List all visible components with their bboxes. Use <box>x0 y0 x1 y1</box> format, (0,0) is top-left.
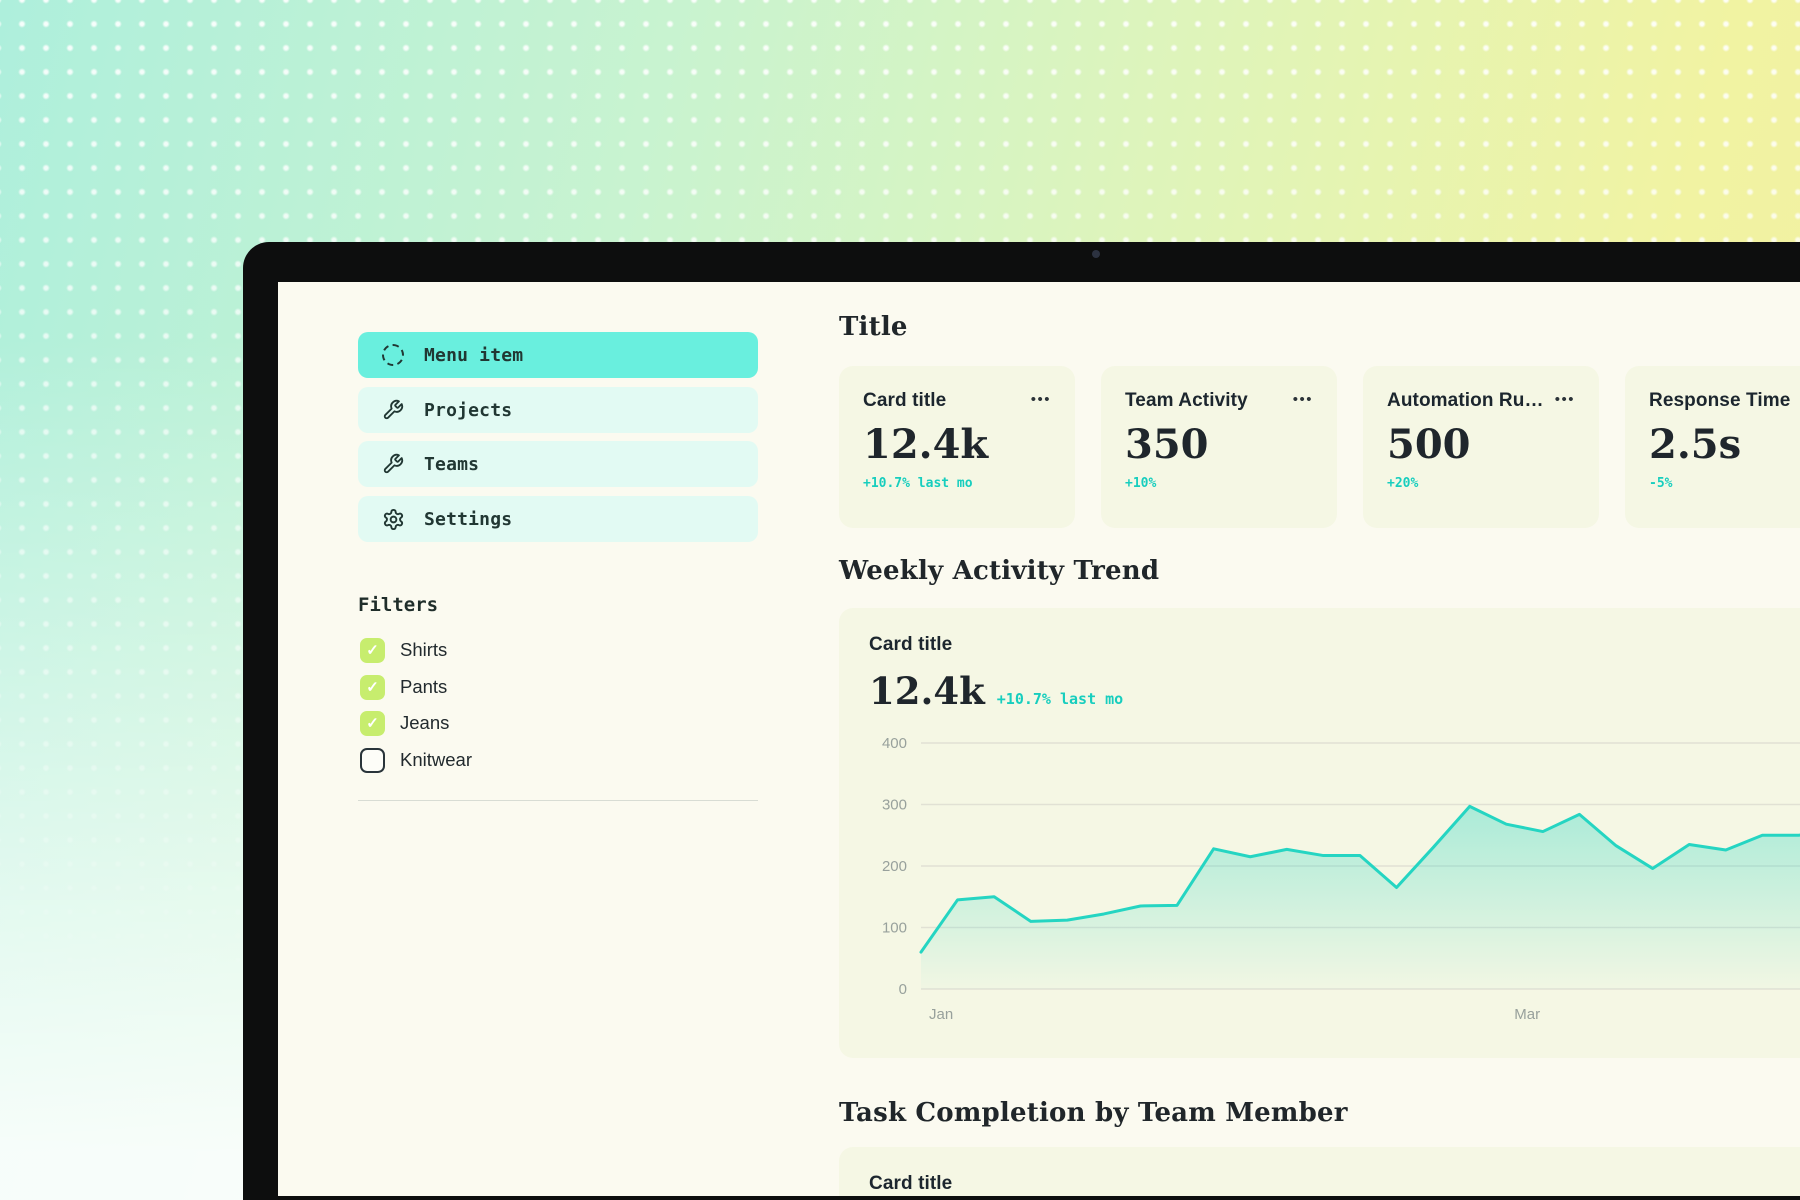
svg-text:Jan: Jan <box>929 1006 953 1023</box>
dashed-circle-icon <box>380 342 406 368</box>
filter-checkbox-jeans[interactable]: ✓ Jeans <box>360 710 449 736</box>
filter-checkbox-shirts[interactable]: ✓ Shirts <box>360 637 447 663</box>
stat-card-title: Automation Ru… <box>1387 390 1544 411</box>
monitor-frame: Menu item Projects Teams Settings <box>243 242 1800 1200</box>
stat-card-title: Team Activity <box>1125 390 1248 411</box>
svg-text:0: 0 <box>899 981 907 998</box>
section-heading-weekly-activity-trend: Weekly Activity Trend <box>839 556 1160 586</box>
sidebar-item-label: Projects <box>424 399 513 421</box>
stat-card: Card title ••• 12.4k +10.7% last mo <box>839 366 1075 528</box>
stat-card: Response Time ••• 2.5s -5% <box>1625 366 1800 528</box>
filters-heading: Filters <box>358 594 439 616</box>
stat-value: 12.4k <box>863 421 989 468</box>
stat-delta: -5% <box>1649 476 1673 491</box>
page-title: Title <box>839 312 908 342</box>
sidebar-item-projects[interactable]: Projects <box>358 387 758 433</box>
filter-checkbox-knitwear[interactable]: Knitwear <box>360 747 472 773</box>
filter-label: Shirts <box>400 639 448 660</box>
sidebar-item-label: Menu item <box>424 344 524 366</box>
stat-card: Automation Ru… ••• 500 +20% <box>1363 366 1599 528</box>
stat-delta: +10% <box>1125 476 1157 491</box>
bottom-card-title: Card title <box>869 1173 953 1194</box>
stat-value: 500 <box>1387 421 1471 468</box>
sidebar-item-menu-item[interactable]: Menu item <box>358 332 758 378</box>
wrench-icon <box>380 397 406 423</box>
sidebar-divider <box>358 800 758 801</box>
stat-delta: +20% <box>1387 476 1419 491</box>
checkbox-unchecked-icon <box>360 747 385 773</box>
svg-text:100: 100 <box>882 920 907 937</box>
more-options-icon[interactable]: ••• <box>1292 391 1313 408</box>
filter-label: Pants <box>400 676 448 697</box>
stat-card: Team Activity ••• 350 +10% <box>1101 366 1337 528</box>
stat-card-title: Card title <box>863 390 947 411</box>
trend-card-title: Card title <box>869 634 953 655</box>
svg-text:300: 300 <box>882 797 907 814</box>
task-completion-card: Card title <box>839 1147 1800 1196</box>
area-chart: 0 100 200 300 400 Jan Mar <box>869 727 1800 1032</box>
sidebar-item-label: Settings <box>424 508 513 530</box>
stat-value: 350 <box>1125 421 1209 468</box>
stat-value: 2.5s <box>1649 421 1742 468</box>
trend-chart-card: Card title 12.4k +10.7% last mo 0 100 200 3… <box>839 608 1800 1058</box>
sidebar-item-teams[interactable]: Teams <box>358 441 758 487</box>
checkbox-checked-icon: ✓ <box>360 710 385 736</box>
sidebar-item-settings[interactable]: Settings <box>358 496 758 542</box>
app-screen: Menu item Projects Teams Settings <box>278 282 1800 1196</box>
gear-icon <box>380 506 406 532</box>
stat-card-title: Response Time <box>1649 390 1791 411</box>
svg-text:200: 200 <box>882 858 907 875</box>
filter-label: Knitwear <box>400 749 472 770</box>
sidebar-item-label: Teams <box>424 453 480 475</box>
checkbox-checked-icon: ✓ <box>360 637 385 663</box>
svg-text:400: 400 <box>882 735 907 752</box>
checkbox-checked-icon: ✓ <box>360 674 385 700</box>
webcam-icon <box>1092 250 1100 258</box>
stat-delta: +10.7% last mo <box>863 476 973 491</box>
svg-text:Mar: Mar <box>1514 1006 1540 1023</box>
more-options-icon[interactable]: ••• <box>1554 391 1575 408</box>
wrench-icon <box>380 451 406 477</box>
filter-label: Jeans <box>400 712 450 733</box>
trend-value: 12.4k <box>869 669 985 713</box>
more-options-icon[interactable]: ••• <box>1030 391 1051 408</box>
filter-checkbox-pants[interactable]: ✓ Pants <box>360 674 447 700</box>
trend-delta: +10.7% last mo <box>996 690 1124 708</box>
section-heading-task-completion: Task Completion by Team Member <box>839 1098 1348 1128</box>
